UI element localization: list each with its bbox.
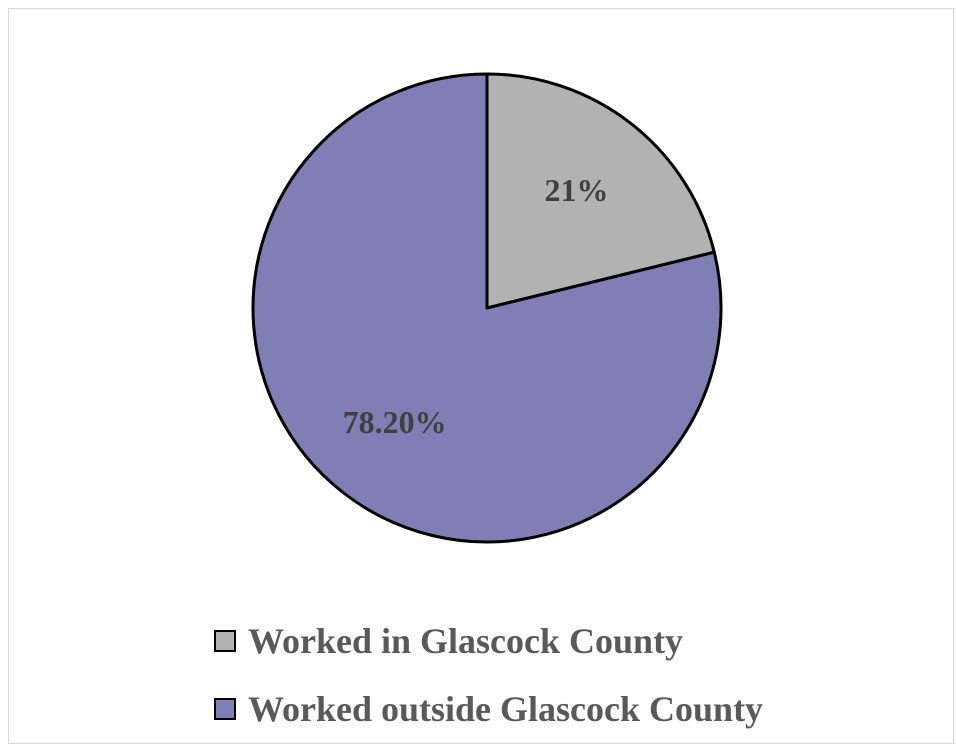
data-label-outside-county: 78.20% (343, 404, 447, 440)
legend: Worked in Glascock County Worked outside… (214, 618, 763, 754)
pie-slice-outside-county (251, 72, 723, 544)
pie-labels: 21% 78.20% (343, 172, 609, 440)
pie-slices (251, 72, 723, 544)
legend-item-in-county: Worked in Glascock County (214, 618, 763, 664)
pie-chart: 21% 78.20% (251, 72, 723, 544)
legend-item-outside-county: Worked outside Glascock County (214, 686, 763, 732)
legend-swatch-outside-county (214, 698, 236, 720)
legend-swatch-in-county (214, 630, 236, 652)
pie-slice-in-county (485, 72, 716, 310)
data-label-in-county: 21% (545, 172, 609, 208)
legend-label-outside-county: Worked outside Glascock County (248, 689, 764, 729)
legend-label-in-county: Worked in Glascock County (248, 621, 684, 661)
